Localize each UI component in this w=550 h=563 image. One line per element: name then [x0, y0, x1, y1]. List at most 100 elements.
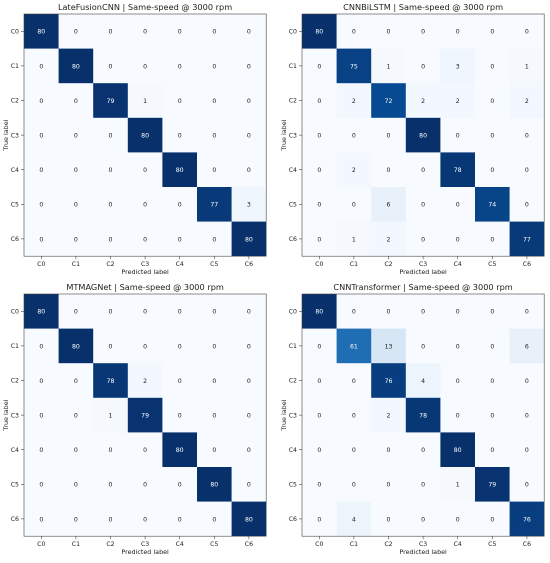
heatmap-cell: [336, 83, 372, 119]
x-tick-label: C3: [141, 541, 149, 548]
x-tick-label: C1: [72, 261, 80, 268]
cell-value-label: 80: [72, 343, 80, 350]
heatmap-cell: [509, 187, 545, 222]
heatmap-cell: [405, 117, 441, 153]
heatmap-cell: [509, 328, 545, 364]
confusion-matrix-panel: MTMAGNet | Same-speed @ 3000 rpm 80 0 0 0 0 0 0…: [2, 282, 267, 556]
heatmap-cell: [336, 117, 372, 153]
cell-value-label: 0: [490, 236, 494, 243]
x-tick-label: C2: [384, 261, 392, 268]
cell-value-label: 0: [212, 516, 216, 523]
cell-value-label: 80: [245, 236, 253, 243]
heatmap-cell: [440, 221, 476, 257]
cell-value-label: 0: [212, 133, 216, 140]
heatmap-cell: [24, 14, 59, 49]
x-tick-label: C2: [384, 541, 392, 548]
cell-value-label: 0: [387, 167, 391, 174]
x-tick-label: C0: [37, 261, 45, 268]
cell-value-label: 76: [523, 516, 531, 523]
heatmap-cell: [371, 48, 407, 84]
heatmap-cell: [302, 117, 337, 153]
heatmap-cell: [24, 48, 59, 84]
heatmap-cell: [336, 152, 372, 188]
cell-value-label: 0: [109, 29, 113, 36]
cell-value-label: 0: [317, 447, 321, 454]
heatmap-cell: [24, 221, 59, 257]
cell-value-label: 0: [109, 167, 113, 174]
heatmap-cell: [24, 117, 59, 153]
heatmap-cell: [197, 467, 232, 502]
cell-value-label: 0: [39, 202, 43, 209]
heatmap-cell: [231, 14, 267, 49]
heatmap-cell: [93, 48, 129, 84]
cell-value-label: 0: [143, 167, 147, 174]
y-tick-label: C1: [289, 343, 297, 350]
x-tick-label: C6: [245, 261, 253, 268]
heatmap-cell: [405, 187, 441, 222]
heatmap-cell: [93, 467, 129, 502]
heatmap-cell: [475, 501, 510, 537]
cell-value-label: 2: [525, 98, 529, 105]
x-tick-label: C2: [106, 541, 114, 548]
cell-value-label: 0: [39, 447, 43, 454]
cell-value-label: 0: [143, 29, 147, 36]
cell-value-label: 4: [352, 516, 356, 523]
cell-value-label: 0: [143, 236, 147, 243]
heatmap-cell: [197, 48, 232, 84]
cell-value-label: 0: [421, 236, 425, 243]
cell-value-label: 0: [178, 236, 182, 243]
cell-value-label: 3: [247, 202, 251, 209]
x-tick-label: C4: [454, 261, 462, 268]
heatmap-cell: [58, 117, 94, 153]
heatmap-cell: [405, 363, 441, 399]
cell-value-label: 0: [178, 378, 182, 385]
heatmap-cell: [58, 397, 94, 433]
heatmap-cell: [371, 83, 407, 119]
cell-value-label: 0: [490, 343, 494, 350]
cell-value-label: 1: [109, 413, 113, 420]
heatmap-cell: [231, 328, 267, 364]
heatmap-cell: [475, 328, 510, 364]
cell-value-label: 2: [387, 413, 391, 420]
cell-value-label: 0: [490, 309, 494, 316]
heatmap-cell: [302, 363, 337, 399]
cell-value-label: 72: [385, 98, 393, 105]
heatmap-cell: [302, 432, 337, 468]
cell-value-label: 0: [74, 482, 78, 489]
heatmap-cell: [58, 187, 94, 222]
heatmap-cell: [58, 501, 94, 537]
heatmap-cell: [162, 397, 198, 433]
cell-value-label: 0: [387, 133, 391, 140]
cell-value-label: 0: [247, 29, 251, 36]
x-tick-label: C5: [488, 541, 496, 548]
cell-value-label: 0: [421, 516, 425, 523]
cell-value-label: 80: [72, 63, 80, 70]
heatmap-cell: [336, 432, 372, 468]
heatmap-cell: [162, 432, 198, 468]
heatmap-cell: [371, 187, 407, 222]
cell-value-label: 0: [74, 516, 78, 523]
cell-value-label: 0: [178, 516, 182, 523]
heatmap-cell: [231, 48, 267, 84]
y-tick-label: C3: [289, 132, 297, 139]
heatmap-cell: [162, 187, 198, 222]
x-tick-label: C2: [106, 261, 114, 268]
cell-value-label: 78: [419, 413, 427, 420]
heatmap-cell: [440, 83, 476, 119]
y-tick-label: C0: [289, 309, 297, 316]
cell-value-label: 0: [143, 516, 147, 523]
heatmap-cell: [162, 83, 198, 119]
cell-value-label: 0: [109, 202, 113, 209]
cell-value-label: 0: [109, 343, 113, 350]
confusion-matrix-panel: CNNBiLSTM | Same-speed @ 3000 rpm 80 0 0 0 0 0…: [280, 2, 545, 276]
cell-value-label: 0: [490, 516, 494, 523]
heatmap-cell: [475, 48, 510, 84]
x-tick-label: C1: [350, 541, 358, 548]
y-tick-label: C4: [11, 447, 19, 454]
heatmap-cell: [509, 397, 545, 433]
cell-value-label: 0: [39, 482, 43, 489]
heatmap-cell: [231, 221, 267, 257]
cell-value-label: 0: [143, 202, 147, 209]
heatmap-cell: [58, 328, 94, 364]
cell-value-label: 0: [178, 63, 182, 70]
